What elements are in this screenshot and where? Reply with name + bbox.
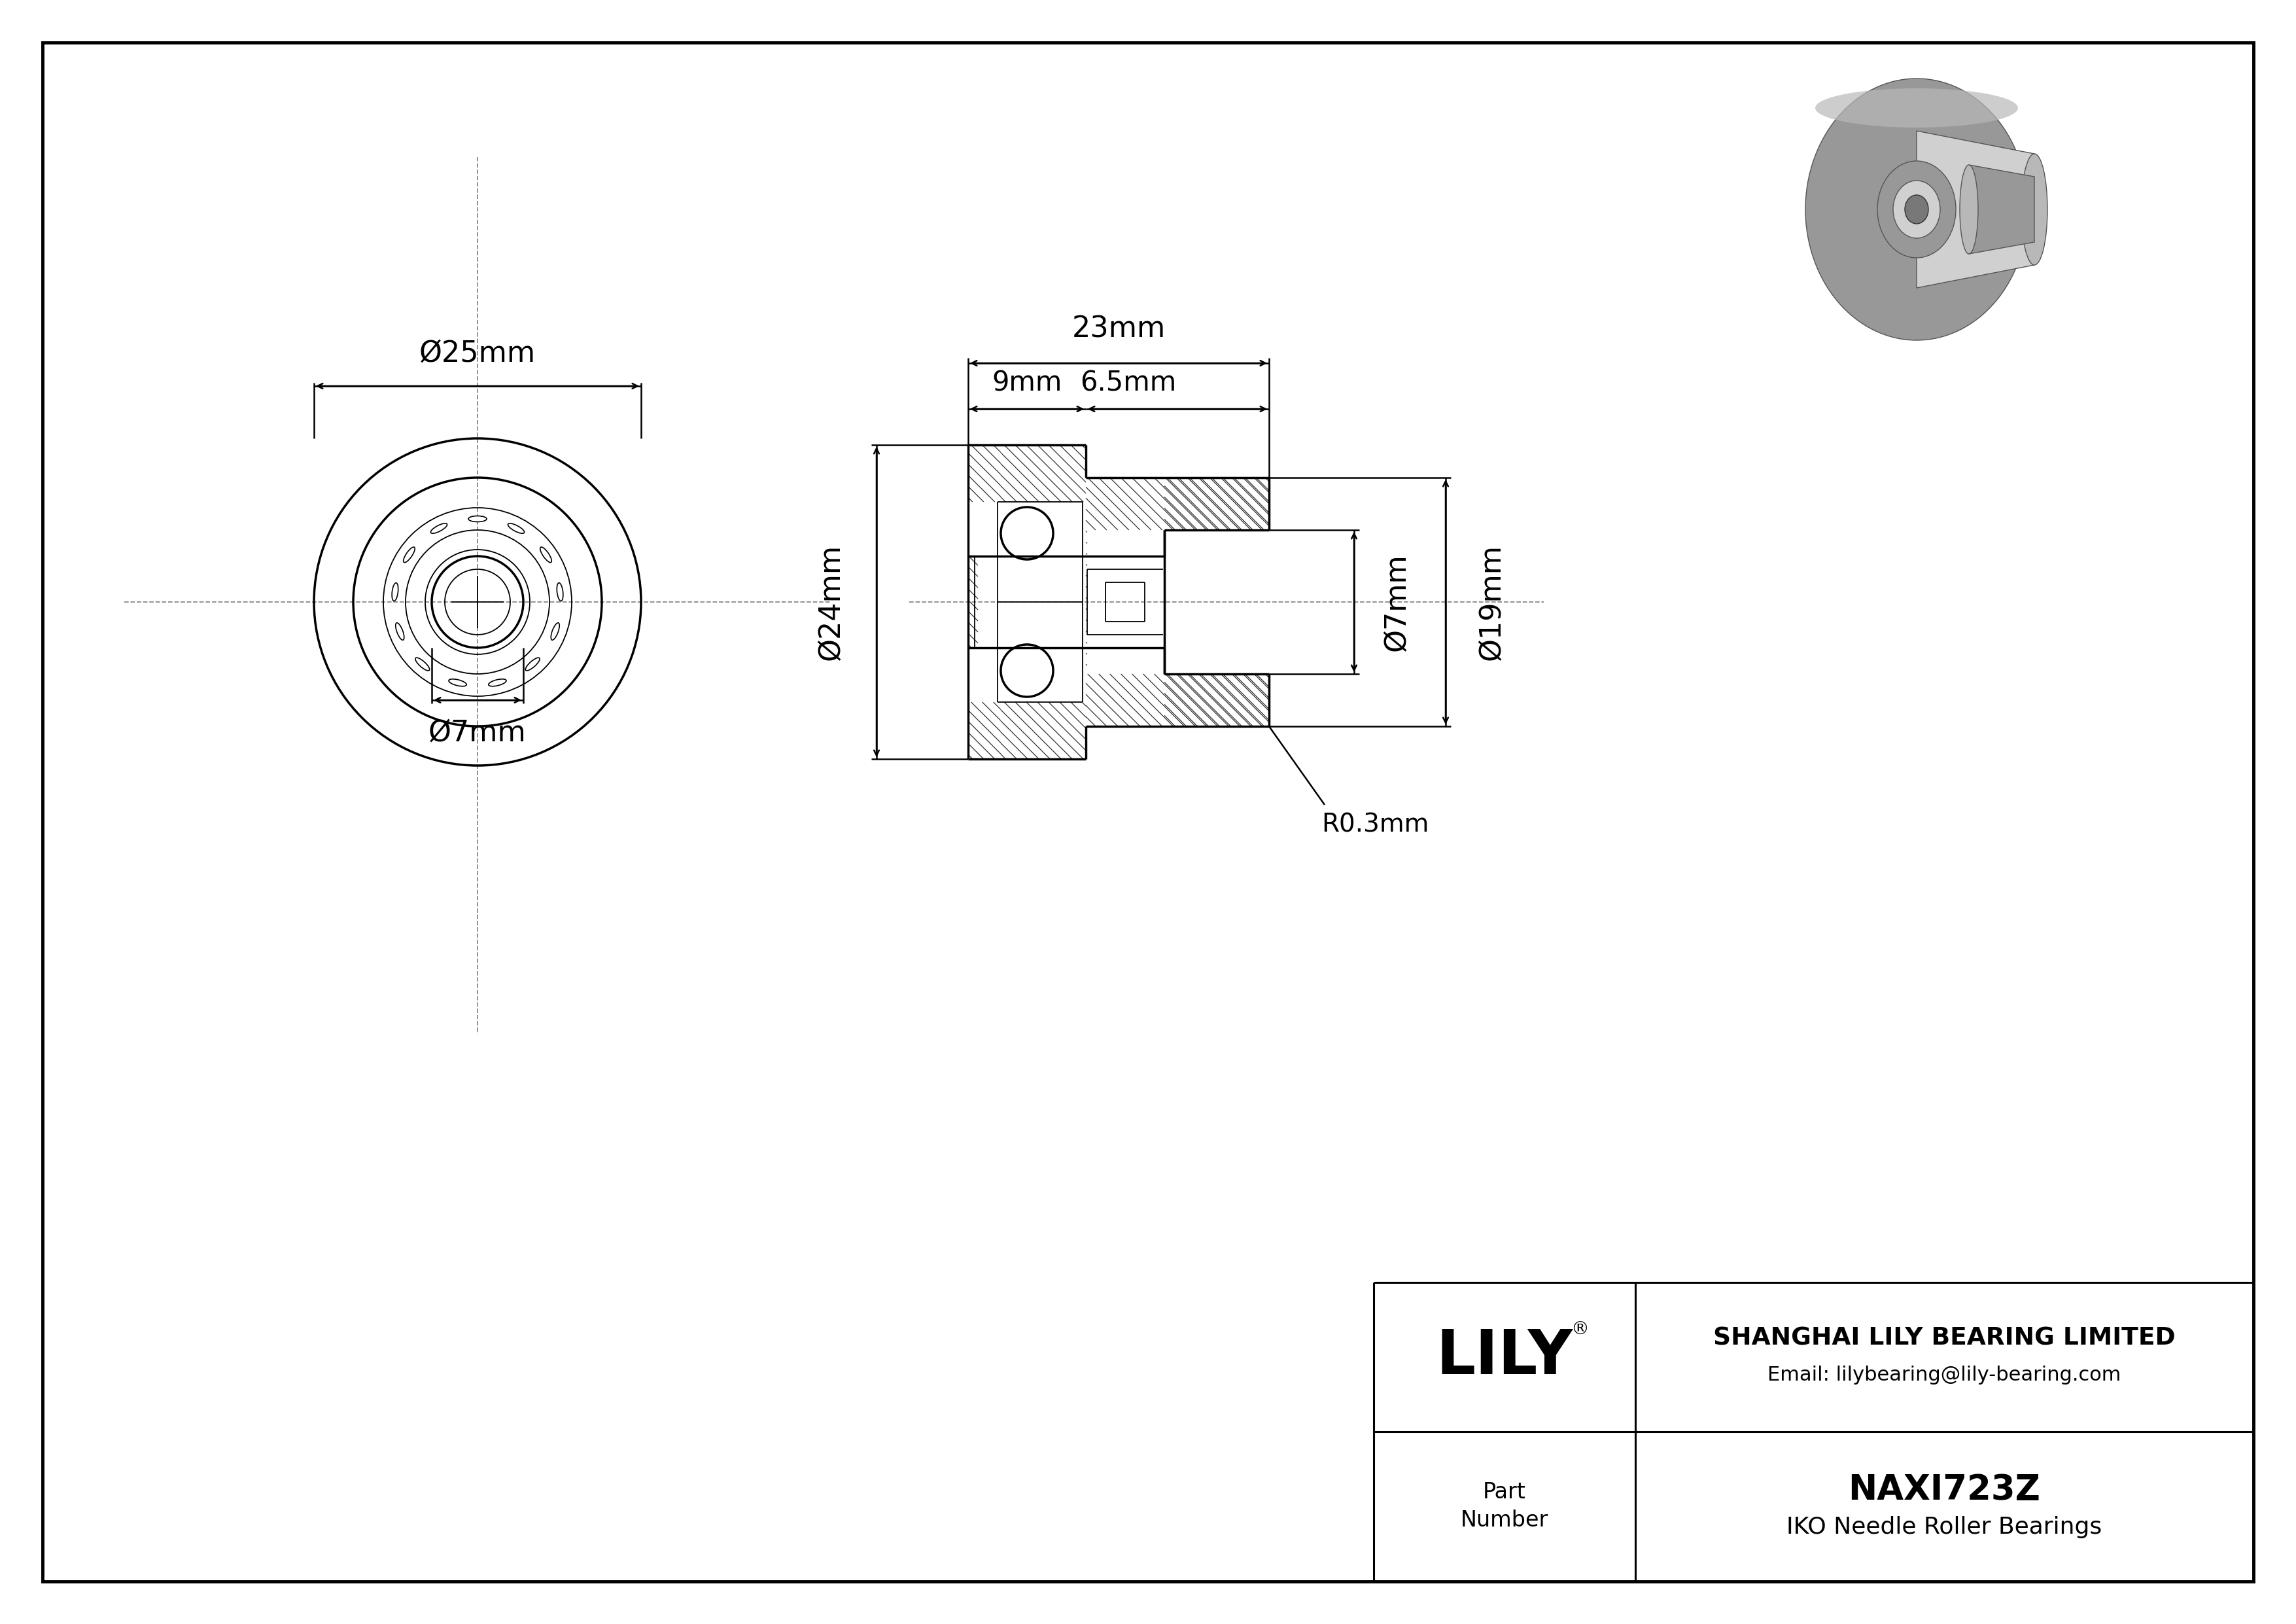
Ellipse shape [1878,161,1956,258]
Text: Ø7mm: Ø7mm [429,719,526,747]
Ellipse shape [448,679,466,687]
Ellipse shape [526,658,540,671]
Ellipse shape [558,583,563,601]
Ellipse shape [1906,195,1929,224]
Ellipse shape [393,583,397,601]
Ellipse shape [1805,78,2027,341]
Ellipse shape [2020,154,2048,265]
Ellipse shape [432,523,448,533]
Text: ®: ® [1570,1320,1589,1338]
Text: IKO Needle Roller Bearings: IKO Needle Roller Bearings [1786,1517,2101,1538]
Ellipse shape [551,624,560,640]
Ellipse shape [507,523,523,533]
Text: NAXI723Z: NAXI723Z [1848,1473,2041,1507]
Text: Ø24mm: Ø24mm [817,544,845,661]
Text: Email: lilybearing@lily-bearing.com: Email: lilybearing@lily-bearing.com [1768,1366,2122,1385]
Ellipse shape [404,547,416,562]
Text: 9mm: 9mm [992,369,1063,396]
Ellipse shape [1894,180,1940,239]
Ellipse shape [395,624,404,640]
Text: 23mm: 23mm [1072,315,1166,343]
Text: Part
Number: Part Number [1460,1481,1548,1531]
Text: R0.3mm: R0.3mm [1320,812,1428,836]
Text: Ø7mm: Ø7mm [1382,554,1410,651]
Ellipse shape [468,516,487,521]
Text: LILY: LILY [1435,1327,1573,1387]
Polygon shape [1917,132,2034,287]
Text: 6.5mm: 6.5mm [1079,369,1176,396]
Text: Ø25mm: Ø25mm [420,339,535,367]
Text: Ø19mm: Ø19mm [1476,544,1506,661]
Text: SHANGHAI LILY BEARING LIMITED: SHANGHAI LILY BEARING LIMITED [1713,1327,2174,1351]
Ellipse shape [1816,88,2018,128]
Ellipse shape [489,679,507,687]
Ellipse shape [1961,166,1979,253]
Ellipse shape [416,658,429,671]
Ellipse shape [540,547,551,562]
Polygon shape [1970,166,2034,253]
